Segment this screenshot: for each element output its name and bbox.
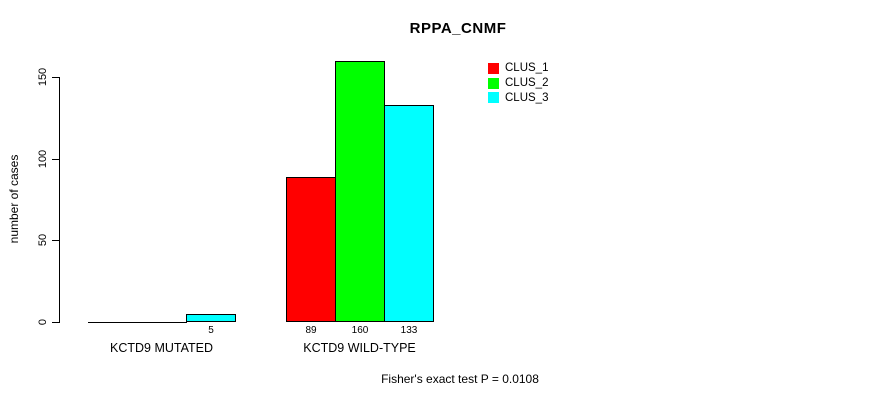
bar-value-label: 133 [400, 325, 418, 336]
annotation-text: Fisher's exact test P = 0.0108 [381, 372, 539, 386]
bar-value-label: 160 [351, 325, 369, 336]
bar-value-label: 89 [305, 325, 317, 336]
bar-clus_3-group2 [384, 105, 434, 322]
legend-swatch-icon [488, 62, 499, 74]
y-tick-label: 0 [37, 318, 49, 326]
legend-label: CLUS_3 [505, 91, 549, 104]
legend-row: CLUS_2 [488, 76, 548, 91]
y-tick-line [52, 322, 59, 323]
legend: CLUS_1 CLUS_2 CLUS_3 [488, 61, 548, 105]
y-tick-line [52, 240, 59, 241]
legend-swatch-icon [488, 77, 499, 89]
bar-clus_3-group1 [186, 314, 236, 322]
bar-value-label: 5 [208, 325, 214, 336]
category-label: KCTD9 MUTATED [109, 341, 214, 355]
legend-row: CLUS_1 [488, 61, 548, 76]
y-tick-line [52, 77, 59, 78]
category-label: KCTD9 WILD-TYPE [303, 341, 416, 355]
y-tick-line [52, 159, 59, 160]
legend-label: CLUS_2 [505, 77, 549, 90]
bar-clus_2-group1 [137, 322, 187, 323]
y-tick-label: 150 [37, 67, 49, 87]
legend-swatch-icon [488, 92, 499, 104]
y-axis-line [59, 77, 60, 323]
bar-clus_2-group2 [335, 61, 385, 322]
y-axis-label: number of cases [7, 154, 21, 244]
legend-row: CLUS_3 [488, 90, 548, 105]
chart-title: RPPA_CNMF [409, 20, 507, 37]
bar-clus_1-group1 [88, 322, 138, 323]
y-tick-label: 100 [37, 149, 49, 169]
legend-label: CLUS_1 [505, 62, 549, 75]
y-tick-label: 50 [37, 233, 49, 247]
bar-clus_1-group2 [286, 177, 336, 322]
